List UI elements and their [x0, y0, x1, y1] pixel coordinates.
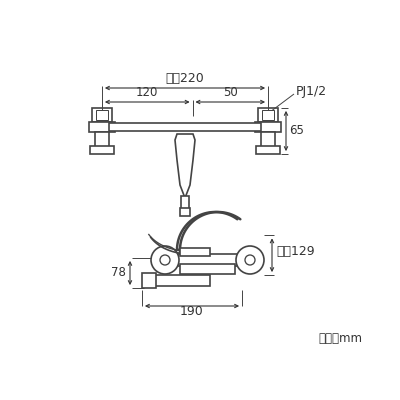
Circle shape: [151, 246, 179, 274]
Polygon shape: [175, 134, 195, 198]
Bar: [150, 275, 210, 286]
Circle shape: [245, 255, 255, 265]
Bar: [180, 248, 210, 256]
Bar: [142, 273, 156, 288]
Bar: [255, 122, 281, 132]
Bar: [96, 110, 108, 120]
Circle shape: [236, 246, 264, 274]
Text: 65: 65: [289, 124, 304, 138]
Bar: [258, 108, 278, 122]
Circle shape: [160, 255, 170, 265]
Bar: [92, 108, 112, 122]
Bar: [109, 123, 261, 131]
Text: 190: 190: [180, 305, 204, 318]
Bar: [181, 196, 189, 210]
Bar: [95, 132, 109, 148]
Text: 最大129: 最大129: [276, 245, 315, 258]
Bar: [256, 146, 280, 154]
Text: PJ1/2: PJ1/2: [296, 86, 327, 98]
Text: 78: 78: [111, 266, 126, 280]
Bar: [90, 146, 114, 154]
Text: 最大220: 最大220: [166, 72, 204, 85]
Bar: [89, 122, 115, 132]
Text: 50: 50: [223, 86, 238, 99]
Bar: [262, 110, 274, 120]
Bar: [180, 208, 190, 216]
Bar: [160, 254, 258, 266]
Bar: [261, 132, 275, 148]
Text: 単位：mm: 単位：mm: [318, 332, 362, 344]
Bar: [180, 264, 235, 274]
Text: 120: 120: [136, 86, 158, 99]
